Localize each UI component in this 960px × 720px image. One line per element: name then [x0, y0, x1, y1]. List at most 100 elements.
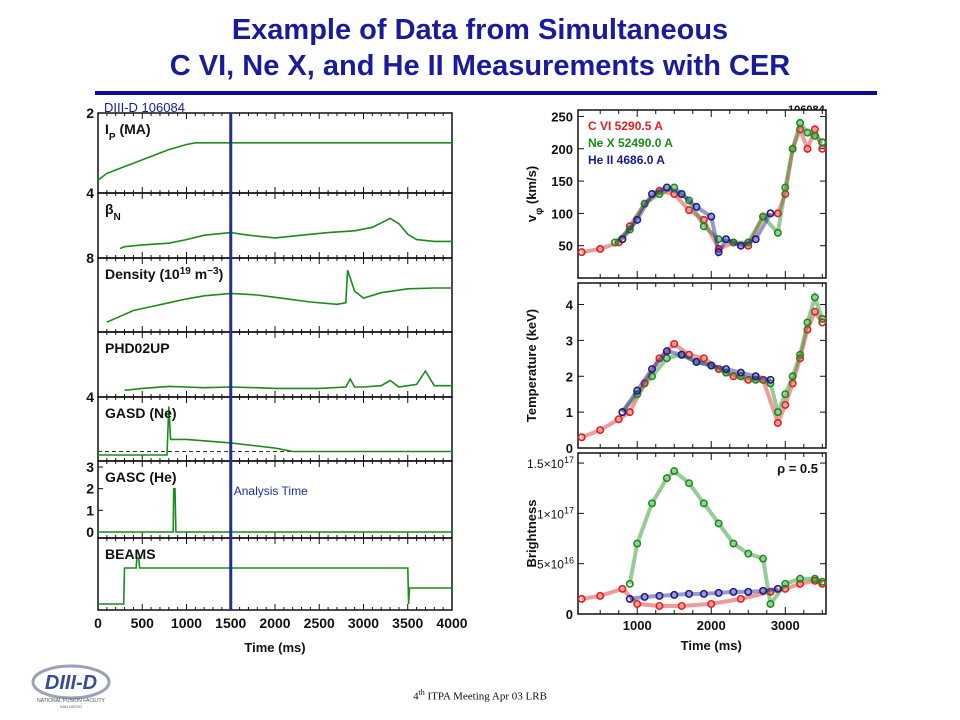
data-point	[633, 539, 642, 548]
trace-panel: 4 PHD02UP	[86, 331, 453, 405]
data-point	[803, 128, 812, 137]
y-tick-label: 200	[551, 142, 573, 157]
logo-subtext: NATIONAL FUSION FACILITY	[37, 698, 105, 704]
data-point	[648, 365, 657, 374]
data-point	[796, 354, 805, 363]
data-point	[662, 183, 671, 192]
data-point	[614, 415, 623, 424]
data-point	[751, 372, 760, 381]
data-point	[722, 235, 731, 244]
data-point	[655, 601, 664, 610]
data-point	[736, 594, 745, 603]
data-point	[781, 584, 790, 593]
data-point	[633, 390, 642, 399]
y-tick-label: 50	[559, 239, 573, 254]
data-point	[744, 238, 753, 247]
panel-frame	[97, 112, 453, 194]
data-point	[729, 539, 738, 548]
footer: 4th ITPA Meeting Apr 03 LRB	[360, 688, 600, 703]
data-point	[744, 549, 753, 558]
data-point	[625, 222, 634, 231]
y-tick-label: 4	[86, 389, 94, 405]
data-point	[670, 183, 679, 192]
data-point	[625, 594, 634, 603]
x-tick-label: 1000	[623, 618, 652, 633]
x-tick-label: 0	[94, 615, 102, 631]
data-point	[766, 587, 775, 596]
y-axis-label: vφ (km/s)	[524, 166, 545, 222]
data-point	[648, 190, 657, 199]
data-point	[714, 365, 723, 374]
data-point	[714, 244, 723, 253]
data-point	[699, 589, 708, 598]
data-point	[685, 479, 694, 488]
data-point	[677, 190, 686, 199]
trace-panel: 0 1 2 3 GASC (He)	[86, 459, 453, 540]
data-point	[751, 375, 760, 384]
series-band	[627, 468, 824, 609]
panel-label: GASC (He)	[105, 469, 177, 485]
data-point	[662, 347, 671, 356]
data-point	[640, 199, 649, 208]
series-band	[620, 348, 771, 414]
panel-label: βN	[105, 201, 121, 223]
data-point	[810, 293, 819, 302]
trace-series-line	[119, 217, 452, 250]
footer-number: 4	[413, 690, 419, 703]
panel-frame	[577, 282, 827, 449]
data-point	[707, 361, 716, 370]
data-point	[670, 467, 679, 476]
data-point	[810, 131, 819, 140]
data-point	[640, 592, 649, 601]
data-point	[577, 594, 586, 603]
x-tick-label: 1500	[215, 615, 246, 631]
data-point	[759, 554, 768, 563]
data-point	[766, 375, 775, 384]
data-point	[714, 235, 723, 244]
data-point	[803, 318, 812, 327]
shot-label-left: DIII-D 106084	[104, 100, 185, 115]
data-point	[633, 386, 642, 395]
y-tick-label: 8	[86, 250, 94, 266]
cursor-label: Analysis Time	[234, 484, 308, 498]
legend-entry: Ne X 52490.0 A	[588, 136, 673, 150]
data-point	[596, 244, 605, 253]
trace-panel: GASD (Ne)	[97, 396, 453, 462]
y-tick-label: 0	[86, 524, 94, 540]
data-point	[662, 474, 671, 483]
data-point	[773, 209, 782, 218]
panel-label: GASD (Ne)	[105, 405, 177, 421]
data-point	[729, 372, 738, 381]
data-point	[796, 579, 805, 588]
data-point	[781, 400, 790, 409]
x-tick-label: 2000	[259, 615, 290, 631]
data-point	[810, 307, 819, 316]
data-point	[788, 144, 797, 153]
data-point	[773, 418, 782, 427]
data-point	[759, 586, 768, 595]
trace-panel: Density (1019 m−3)	[97, 257, 453, 333]
x-axis-title: Time (ms)	[244, 640, 305, 655]
y-tick-label: 250	[551, 109, 573, 124]
data-point	[625, 408, 634, 417]
y-tick-label: 4	[86, 185, 94, 201]
y-tick-label: 1.5×1017	[527, 455, 574, 471]
x-tick-label: 2500	[304, 615, 335, 631]
data-point	[810, 574, 819, 583]
data-point	[577, 433, 586, 442]
logo-text: DIII-D	[45, 672, 97, 694]
cer-panel: 50 100 150 200 250 vφ (km/s) C VI 5290.5 A Ne X…	[524, 109, 827, 279]
data-point	[781, 183, 790, 192]
data-point	[640, 379, 649, 388]
x-tick-label: 2000	[697, 618, 726, 633]
data-point	[803, 144, 812, 153]
data-point	[685, 196, 694, 205]
data-point	[751, 235, 760, 244]
x-tick-label: 3500	[392, 615, 423, 631]
trace-panel: 4 2 IP (MA)	[86, 105, 453, 201]
data-point	[611, 238, 620, 247]
data-point	[729, 238, 738, 247]
trace-series-line	[98, 557, 452, 605]
data-point	[677, 601, 686, 610]
